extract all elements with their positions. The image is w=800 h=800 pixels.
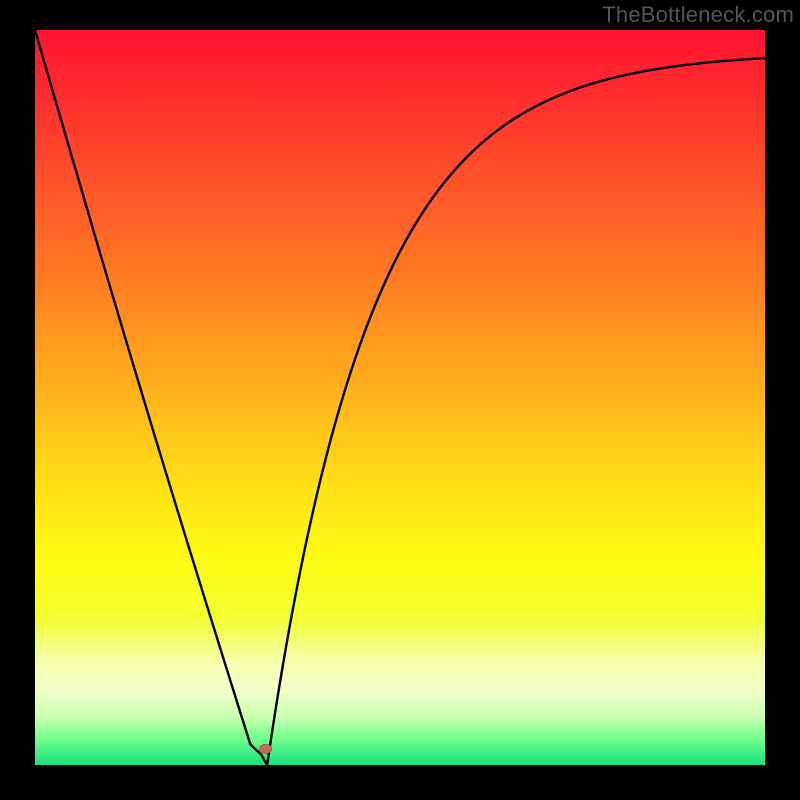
chart-background bbox=[35, 30, 765, 765]
watermark-text: TheBottleneck.com bbox=[602, 2, 794, 28]
chart-frame: TheBottleneck.com bbox=[0, 0, 800, 800]
chart-svg bbox=[35, 30, 765, 765]
chart-plot-area bbox=[35, 30, 765, 765]
optimum-marker bbox=[260, 744, 272, 753]
